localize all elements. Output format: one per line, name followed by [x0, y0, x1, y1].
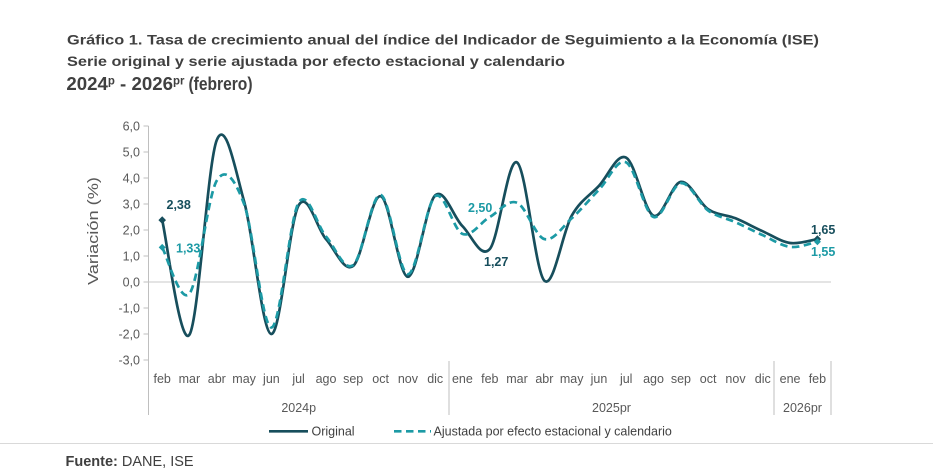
svg-text:feb: feb	[481, 372, 498, 386]
svg-text:2,38: 2,38	[167, 198, 191, 212]
svg-text:2,0: 2,0	[123, 224, 140, 238]
svg-text:1,55: 1,55	[811, 245, 835, 259]
svg-text:feb: feb	[154, 372, 171, 386]
svg-text:jul: jul	[291, 372, 305, 386]
svg-text:ene: ene	[780, 372, 801, 386]
svg-text:nov: nov	[725, 372, 746, 386]
svg-text:5,0: 5,0	[123, 146, 140, 160]
svg-text:jun: jun	[262, 372, 280, 386]
svg-text:0,0: 0,0	[123, 276, 140, 290]
svg-text:jun: jun	[590, 372, 608, 386]
svg-text:mar: mar	[179, 372, 201, 386]
svg-text:ago: ago	[316, 372, 337, 386]
svg-text:ago: ago	[643, 372, 664, 386]
svg-text:2024p: 2024p	[281, 401, 316, 415]
svg-text:oct: oct	[372, 372, 389, 386]
svg-text:abr: abr	[208, 372, 226, 386]
svg-text:2,50: 2,50	[468, 201, 492, 215]
svg-text:sep: sep	[671, 372, 691, 386]
svg-text:jul: jul	[619, 372, 633, 386]
svg-text:6,0: 6,0	[123, 120, 140, 134]
svg-text:2024p - 2026pr: 2024p - 2026pr	[66, 73, 185, 94]
svg-text:mar: mar	[506, 372, 528, 386]
svg-text:1,33: 1,33	[176, 242, 200, 256]
svg-text:ene: ene	[452, 372, 473, 386]
svg-text:4,0: 4,0	[123, 172, 140, 186]
svg-text:1,0: 1,0	[123, 250, 140, 264]
svg-text:nov: nov	[398, 372, 419, 386]
svg-text:Fuente: DANE, ISE: Fuente: DANE, ISE	[66, 454, 194, 470]
svg-text:-1,0: -1,0	[118, 302, 140, 316]
svg-text:2026pr: 2026pr	[783, 401, 822, 415]
svg-text:dic: dic	[755, 372, 771, 386]
svg-text:Original: Original	[312, 425, 355, 439]
svg-text:feb: feb	[809, 372, 826, 386]
svg-text:2025pr: 2025pr	[592, 401, 631, 415]
svg-text:dic: dic	[427, 372, 443, 386]
svg-text:may: may	[560, 372, 584, 386]
svg-text:may: may	[232, 372, 256, 386]
svg-text:sep: sep	[343, 372, 363, 386]
svg-text:-3,0: -3,0	[118, 354, 140, 368]
svg-text:3,0: 3,0	[123, 198, 140, 212]
svg-text:1,65: 1,65	[811, 223, 835, 237]
svg-text:1,27: 1,27	[484, 255, 508, 269]
svg-text:Serie original y serie ajustad: Serie original y serie ajustada por efec…	[67, 54, 565, 69]
svg-text:(febrero): (febrero)	[189, 73, 253, 94]
svg-text:Variación (%): Variación (%)	[85, 177, 102, 285]
svg-text:oct: oct	[700, 372, 717, 386]
svg-text:abr: abr	[535, 372, 553, 386]
svg-text:Ajustada por efecto estacional: Ajustada por efecto estacional y calenda…	[434, 425, 672, 439]
svg-text:Gráfico 1. Tasa de crecimiento: Gráfico 1. Tasa de crecimiento anual del…	[67, 32, 819, 47]
svg-text:-2,0: -2,0	[118, 328, 140, 342]
